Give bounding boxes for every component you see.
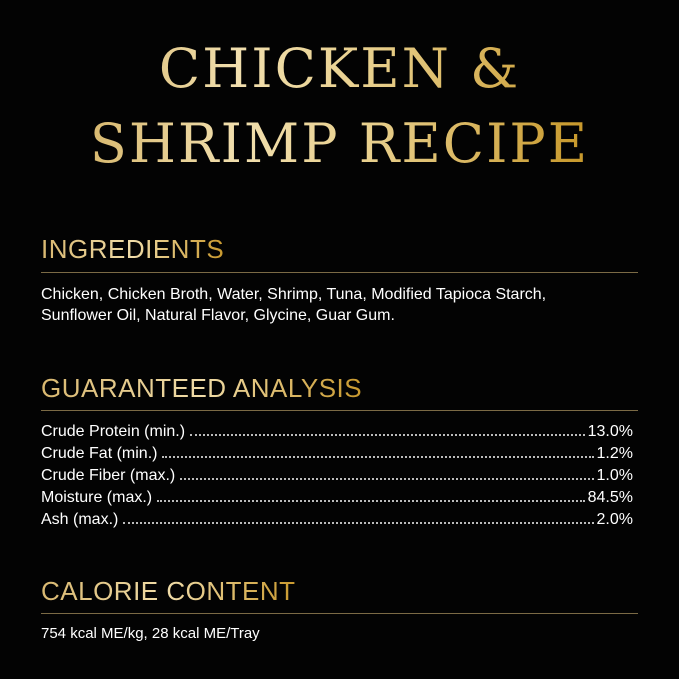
analysis-label: Ash (max.) <box>41 511 119 528</box>
analysis-row: Crude Fat (min.) 1.2% <box>41 443 633 465</box>
analysis-row: Crude Fiber (max.) 1.0% <box>41 465 633 487</box>
leader-dots <box>162 456 594 458</box>
analysis-value: 84.5% <box>587 489 633 506</box>
ingredients-line-2: Sunflower Oil, Natural Flavor, Glycine, … <box>41 307 395 324</box>
analysis-row: Ash (max.) 2.0% <box>41 509 633 531</box>
analysis-value: 1.0% <box>596 467 633 484</box>
analysis-label: Moisture (max.) <box>41 489 153 506</box>
analysis-value: 1.2% <box>596 445 633 462</box>
ingredients-heading: INGREDIENTS <box>41 234 225 264</box>
calorie-text: 754 kcal ME/kg, 28 kcal ME/Tray <box>41 625 260 642</box>
analysis-label: Crude Fat (min.) <box>41 445 158 462</box>
calorie-divider <box>41 613 638 614</box>
leader-dots <box>180 478 594 480</box>
analysis-row: Crude Protein (min.) 13.0% <box>41 421 633 443</box>
analysis-divider <box>41 410 638 411</box>
analysis-value: 13.0% <box>587 423 633 440</box>
analysis-heading: GUARANTEED ANALYSIS <box>41 373 363 403</box>
calorie-heading: CALORIE CONTENT <box>41 576 296 606</box>
leader-dots <box>157 500 585 502</box>
analysis-label: Crude Fiber (max.) <box>41 467 176 484</box>
analysis-label: Crude Protein (min.) <box>41 423 186 440</box>
analysis-table: Crude Protein (min.) 13.0% Crude Fat (min… <box>41 421 633 531</box>
leader-dots <box>123 522 594 524</box>
title-line-2: SHRIMP RECIPE <box>0 117 679 171</box>
leader-dots <box>190 434 585 436</box>
analysis-row: Moisture (max.) 84.5% <box>41 487 633 509</box>
ingredients-line-1: Chicken, Chicken Broth, Water, Shrimp, T… <box>41 286 547 303</box>
analysis-value: 2.0% <box>596 511 633 528</box>
title-line-1: CHICKEN & <box>0 42 679 96</box>
ingredients-divider <box>41 272 638 273</box>
